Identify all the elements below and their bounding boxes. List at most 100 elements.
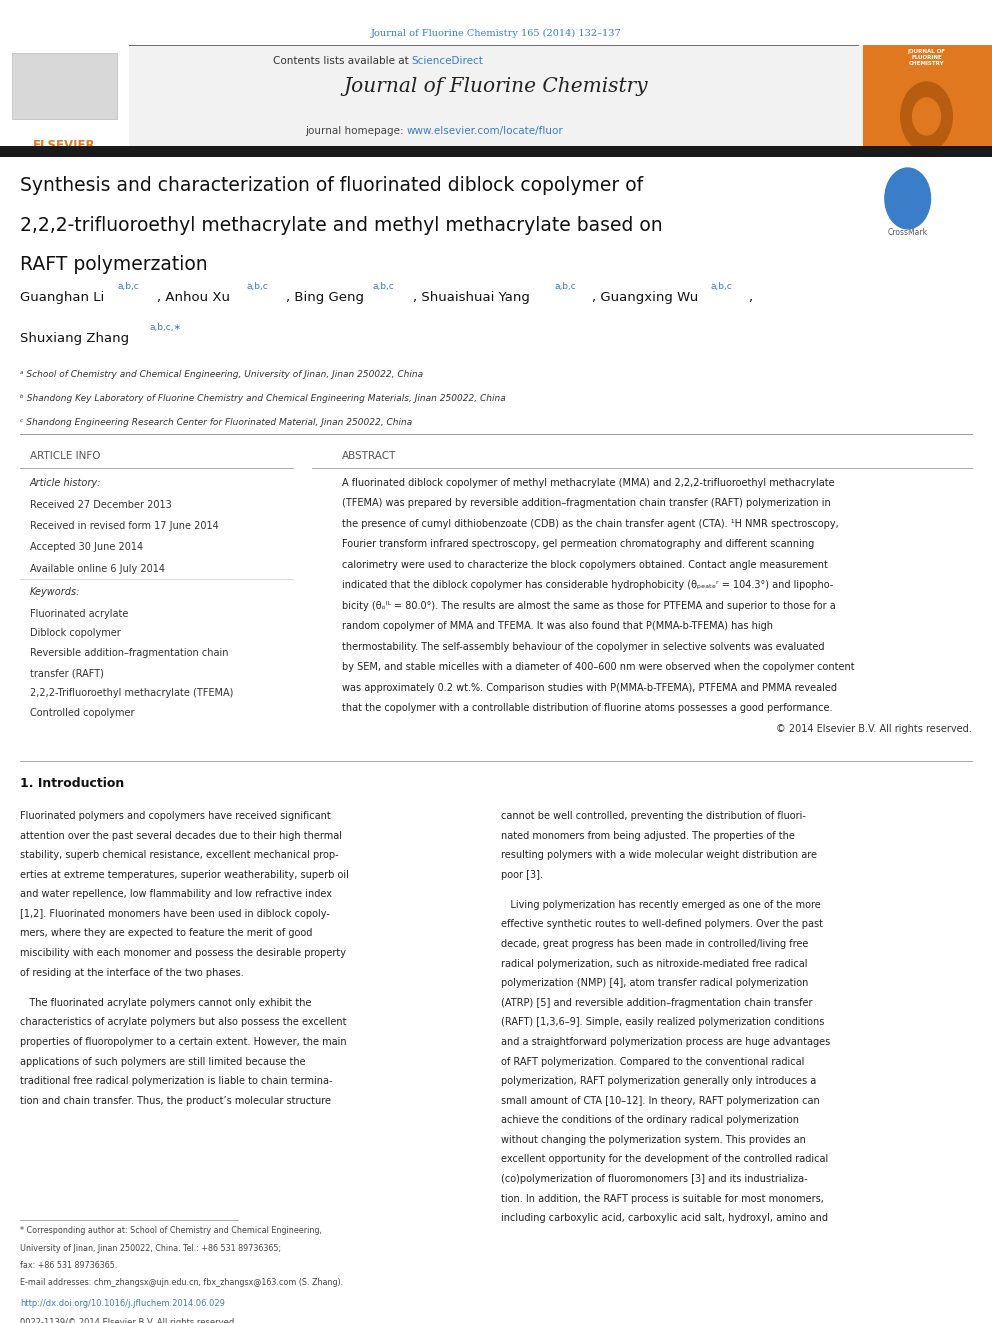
Text: attention over the past several decades due to their high thermal: attention over the past several decades … (20, 831, 342, 840)
Text: The fluorinated acrylate polymers cannot only exhibit the: The fluorinated acrylate polymers cannot… (20, 998, 311, 1008)
Text: a,b,c: a,b,c (117, 282, 139, 291)
Text: Living polymerization has recently emerged as one of the more: Living polymerization has recently emerg… (501, 900, 820, 910)
Text: was approximately 0.2 wt.%. Comparison studies with P(MMA-b-TFEMA), PTFEMA and P: was approximately 0.2 wt.%. Comparison s… (342, 683, 837, 693)
Text: journal homepage:: journal homepage: (305, 126, 407, 136)
Text: including carboxylic acid, carboxylic acid salt, hydroxyl, amino and: including carboxylic acid, carboxylic ac… (501, 1213, 828, 1224)
Text: Diblock copolymer: Diblock copolymer (30, 628, 120, 639)
Text: [1,2]. Fluorinated monomers have been used in diblock copoly-: [1,2]. Fluorinated monomers have been us… (20, 909, 329, 919)
Text: applications of such polymers are still limited because the: applications of such polymers are still … (20, 1057, 306, 1066)
Text: excellent opportunity for the development of the controlled radical: excellent opportunity for the developmen… (501, 1155, 828, 1164)
Text: resulting polymers with a wide molecular weight distribution are: resulting polymers with a wide molecular… (501, 851, 817, 860)
Text: ScienceDirect: ScienceDirect (412, 56, 483, 66)
Text: JOURNAL OF
FLUORINE
CHEMISTRY: JOURNAL OF FLUORINE CHEMISTRY (908, 49, 945, 66)
Text: that the copolymer with a controllable distribution of fluorine atoms possesses : that the copolymer with a controllable d… (342, 704, 832, 713)
FancyBboxPatch shape (0, 45, 129, 148)
Text: a,b,c: a,b,c (246, 282, 268, 291)
Text: ABSTRACT: ABSTRACT (342, 451, 397, 462)
Text: a,b,c,∗: a,b,c,∗ (150, 323, 182, 332)
Text: Fluorinated acrylate: Fluorinated acrylate (30, 609, 128, 619)
Text: characteristics of acrylate polymers but also possess the excellent: characteristics of acrylate polymers but… (20, 1017, 346, 1028)
Text: www.elsevier.com/locate/fluor: www.elsevier.com/locate/fluor (407, 126, 563, 136)
Text: A fluorinated diblock copolymer of methyl methacrylate (MMA) and 2,2,2-trifluoro: A fluorinated diblock copolymer of methy… (342, 478, 835, 488)
Text: erties at extreme temperatures, superior weatherability, superb oil: erties at extreme temperatures, superior… (20, 869, 349, 880)
Text: nated monomers from being adjusted. The properties of the: nated monomers from being adjusted. The … (501, 831, 795, 840)
Text: ELSEVIER: ELSEVIER (33, 139, 96, 152)
Circle shape (901, 82, 952, 151)
Text: Received in revised form 17 June 2014: Received in revised form 17 June 2014 (30, 521, 218, 532)
Text: ARTICLE INFO: ARTICLE INFO (30, 451, 100, 462)
FancyBboxPatch shape (12, 53, 117, 119)
Text: Guanghan Li: Guanghan Li (20, 291, 104, 304)
Text: poor [3].: poor [3]. (501, 869, 543, 880)
Text: 1. Introduction: 1. Introduction (20, 777, 124, 790)
Text: polymerization, RAFT polymerization generally only introduces a: polymerization, RAFT polymerization gene… (501, 1076, 816, 1086)
Text: decade, great progress has been made in controlled/living free: decade, great progress has been made in … (501, 939, 808, 949)
Text: E-mail addresses: chm_zhangsx@ujn.edu.cn, fbx_zhangsx@163.com (S. Zhang).: E-mail addresses: chm_zhangsx@ujn.edu.cn… (20, 1278, 343, 1287)
Text: the presence of cumyl dithiobenzoate (CDB) as the chain transfer agent (CTA). ¹H: the presence of cumyl dithiobenzoate (CD… (342, 519, 839, 529)
Text: (TFEMA) was prepared by reversible addition–fragmentation chain transfer (RAFT) : (TFEMA) was prepared by reversible addit… (342, 497, 831, 508)
Text: mers, where they are expected to feature the merit of good: mers, where they are expected to feature… (20, 929, 312, 938)
Text: Fourier transform infrared spectroscopy, gel permeation chromatography and diffe: Fourier transform infrared spectroscopy,… (342, 540, 814, 549)
Text: miscibility with each monomer and possess the desirable property: miscibility with each monomer and posses… (20, 949, 346, 958)
Text: Controlled copolymer: Controlled copolymer (30, 708, 134, 718)
Text: Journal of Fluorine Chemistry: Journal of Fluorine Chemistry (343, 77, 649, 95)
Text: ᵇ Shandong Key Laboratory of Fluorine Chemistry and Chemical Engineering Materia: ᵇ Shandong Key Laboratory of Fluorine Ch… (20, 394, 506, 404)
Text: a,b,c: a,b,c (710, 282, 732, 291)
Text: small amount of CTA [10–12]. In theory, RAFT polymerization can: small amount of CTA [10–12]. In theory, … (501, 1095, 819, 1106)
Text: (RAFT) [1,3,6–9]. Simple, easily realized polymerization conditions: (RAFT) [1,3,6–9]. Simple, easily realize… (501, 1017, 824, 1028)
Text: ,: , (748, 291, 752, 304)
Text: Contents lists available at: Contents lists available at (273, 56, 412, 66)
Text: (co)polymerization of fluoromonomers [3] and its industrializa-: (co)polymerization of fluoromonomers [3]… (501, 1174, 807, 1184)
Text: 2,2,2-trifluoroethyl methacrylate and methyl methacrylate based on: 2,2,2-trifluoroethyl methacrylate and me… (20, 216, 663, 234)
Text: Reversible addition–fragmentation chain: Reversible addition–fragmentation chain (30, 648, 228, 659)
Text: polymerization (NMP) [4], atom transfer radical polymerization: polymerization (NMP) [4], atom transfer … (501, 978, 808, 988)
Text: a,b,c: a,b,c (373, 282, 395, 291)
Text: ✔: ✔ (902, 191, 914, 206)
Text: Keywords:: Keywords: (30, 587, 80, 598)
Text: indicated that the diblock copolymer has considerable hydrophobicity (θₚₑₐₜₑʳ = : indicated that the diblock copolymer has… (342, 579, 833, 590)
Text: and water repellence, low flammability and low refractive index: and water repellence, low flammability a… (20, 889, 332, 900)
Text: effective synthetic routes to well-defined polymers. Over the past: effective synthetic routes to well-defin… (501, 919, 823, 930)
Text: University of Jinan, Jinan 250022, China. Tel.: +86 531 89736365;: University of Jinan, Jinan 250022, China… (20, 1244, 281, 1253)
Text: , Bing Geng: , Bing Geng (286, 291, 364, 304)
Text: Available online 6 July 2014: Available online 6 July 2014 (30, 564, 165, 574)
Text: Shuxiang Zhang: Shuxiang Zhang (20, 332, 129, 345)
Text: Received 27 December 2013: Received 27 December 2013 (30, 500, 172, 511)
Text: cannot be well controlled, preventing the distribution of fluori-: cannot be well controlled, preventing th… (501, 811, 806, 822)
Text: radical polymerization, such as nitroxide-mediated free radical: radical polymerization, such as nitroxid… (501, 959, 807, 968)
FancyBboxPatch shape (0, 146, 992, 157)
Text: CrossMark: CrossMark (888, 228, 928, 237)
Text: ᵃ School of Chemistry and Chemical Engineering, University of Jinan, Jinan 25002: ᵃ School of Chemistry and Chemical Engin… (20, 370, 423, 380)
Text: without changing the polymerization system. This provides an: without changing the polymerization syst… (501, 1135, 806, 1144)
Text: (ATRP) [5] and reversible addition–fragmentation chain transfer: (ATRP) [5] and reversible addition–fragm… (501, 998, 812, 1008)
Text: by SEM, and stable micelles with a diameter of 400–600 nm were observed when the: by SEM, and stable micelles with a diame… (342, 662, 855, 672)
Text: 0022-1139/© 2014 Elsevier B.V. All rights reserved.: 0022-1139/© 2014 Elsevier B.V. All right… (20, 1318, 237, 1323)
Text: stability, superb chemical resistance, excellent mechanical prop-: stability, superb chemical resistance, e… (20, 851, 338, 860)
Text: transfer (RAFT): transfer (RAFT) (30, 668, 103, 679)
Text: Article history:: Article history: (30, 478, 101, 488)
Text: fax: +86 531 89736365.: fax: +86 531 89736365. (20, 1261, 117, 1270)
Text: 2,2,2-Trifluoroethyl methacrylate (TFEMA): 2,2,2-Trifluoroethyl methacrylate (TFEMA… (30, 688, 233, 699)
Circle shape (885, 168, 930, 229)
Text: calorimetry were used to characterize the block copolymers obtained. Contact ang: calorimetry were used to characterize th… (342, 560, 828, 570)
Text: http://dx.doi.org/10.1016/j.jfluchem.2014.06.029: http://dx.doi.org/10.1016/j.jfluchem.201… (20, 1299, 225, 1308)
Text: of residing at the interface of the two phases.: of residing at the interface of the two … (20, 967, 243, 978)
Text: © 2014 Elsevier B.V. All rights reserved.: © 2014 Elsevier B.V. All rights reserved… (777, 724, 972, 734)
Text: Accepted 30 June 2014: Accepted 30 June 2014 (30, 542, 143, 553)
Circle shape (913, 98, 940, 135)
Text: tion and chain transfer. Thus, the product’s molecular structure: tion and chain transfer. Thus, the produ… (20, 1095, 331, 1106)
Text: of RAFT polymerization. Compared to the conventional radical: of RAFT polymerization. Compared to the … (501, 1057, 805, 1066)
Text: a,b,c: a,b,c (555, 282, 576, 291)
Text: , Guangxing Wu: , Guangxing Wu (592, 291, 698, 304)
Text: * Corresponding author at: School of Chemistry and Chemical Engineering,: * Corresponding author at: School of Che… (20, 1226, 321, 1236)
Text: and a straightforward polymerization process are huge advantages: and a straightforward polymerization pro… (501, 1037, 830, 1046)
Text: ᶜ Shandong Engineering Research Center for Fluorinated Material, Jinan 250022, C: ᶜ Shandong Engineering Research Center f… (20, 418, 412, 427)
Text: , Shuaishuai Yang: , Shuaishuai Yang (413, 291, 530, 304)
Text: properties of fluoropolymer to a certain extent. However, the main: properties of fluoropolymer to a certain… (20, 1037, 346, 1046)
Text: random copolymer of MMA and TFEMA. It was also found that P(MMA-b-TFEMA) has hig: random copolymer of MMA and TFEMA. It wa… (342, 622, 773, 631)
Text: Fluorinated polymers and copolymers have received significant: Fluorinated polymers and copolymers have… (20, 811, 330, 822)
FancyBboxPatch shape (863, 45, 992, 148)
Text: Journal of Fluorine Chemistry 165 (2014) 132–137: Journal of Fluorine Chemistry 165 (2014)… (371, 29, 621, 38)
Text: , Anhou Xu: , Anhou Xu (157, 291, 234, 304)
Text: traditional free radical polymerization is liable to chain termina-: traditional free radical polymerization … (20, 1076, 332, 1086)
